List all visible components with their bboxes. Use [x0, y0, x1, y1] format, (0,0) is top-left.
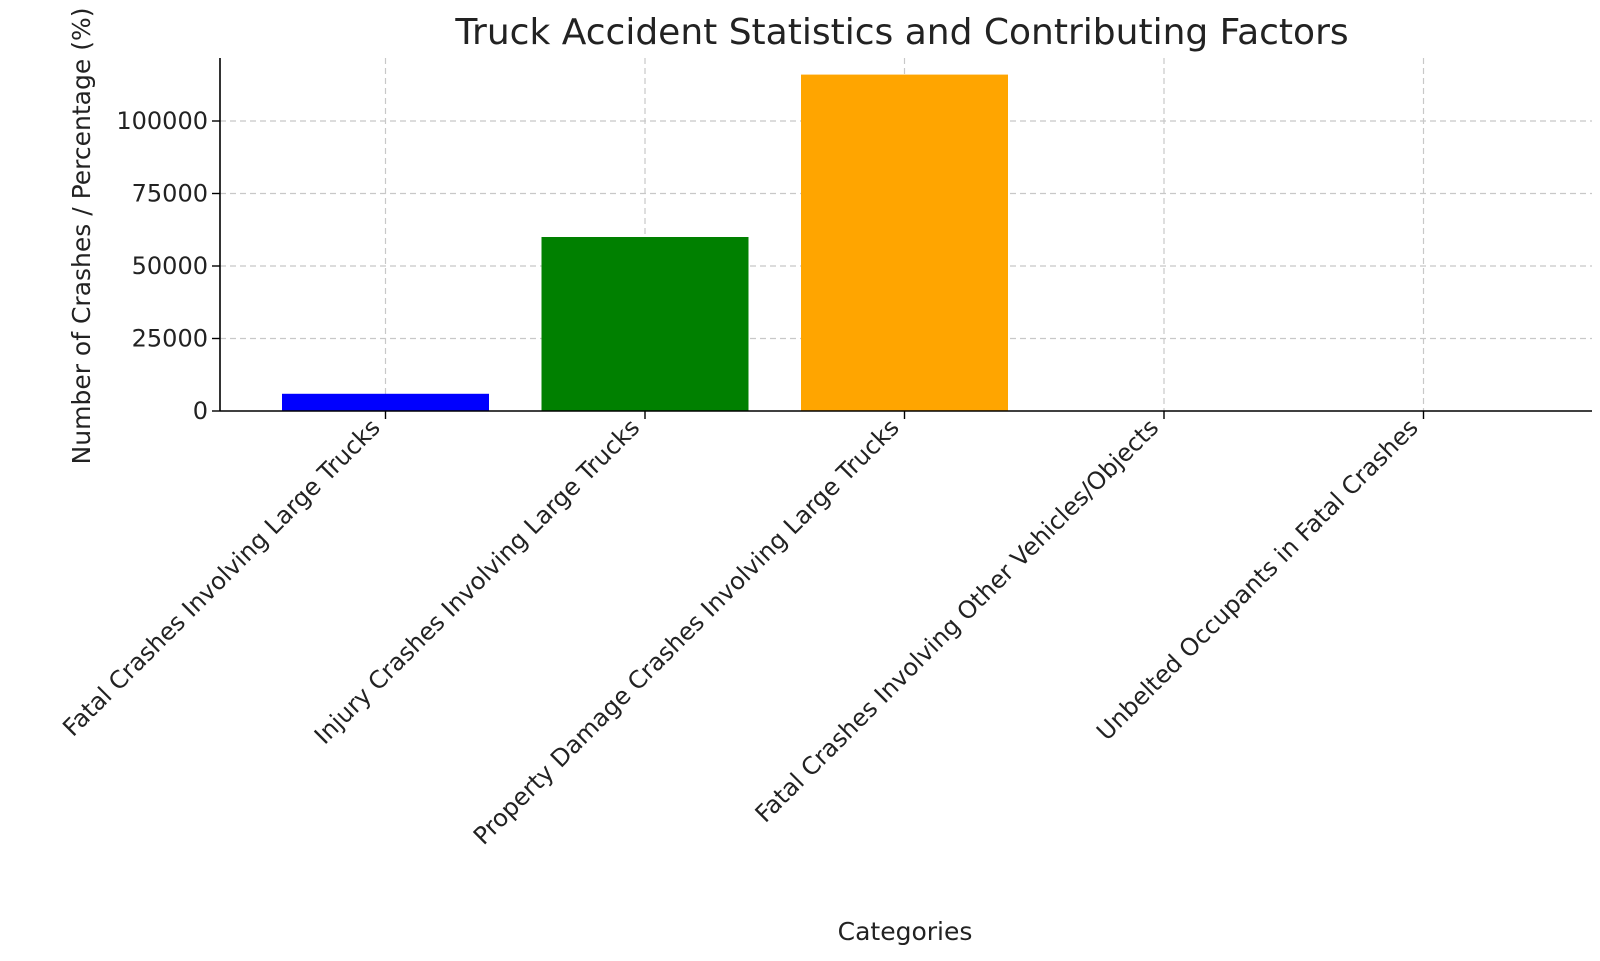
x-tick-label: Unbelted Occupants in Fatal Crashes — [1091, 413, 1423, 745]
y-tick-label: 100000 — [116, 107, 208, 135]
y-tick-label: 0 — [193, 397, 208, 425]
x-tick-label: Fatal Crashes Involving Other Vehicles/O… — [750, 413, 1165, 828]
axes — [219, 58, 1592, 412]
y-tick-label: 75000 — [132, 180, 208, 208]
bar — [541, 237, 749, 411]
bar — [282, 393, 489, 411]
y-ticks: 0 25000 50000 75000 100000 — [116, 107, 220, 425]
y-axis-label: Number of Crashes / Percentage (%) — [67, 8, 96, 465]
x-tick-label: Injury Crashes Involving Large Trucks — [309, 413, 645, 749]
x-ticks: Fatal Crashes Involving Large TrucksInju… — [57, 411, 1425, 850]
bar — [801, 74, 1008, 411]
y-tick-label: 50000 — [132, 252, 208, 280]
chart-title: Truck Accident Statistics and Contributi… — [454, 12, 1348, 53]
x-axis-label: Categories — [838, 917, 973, 946]
x-tick-label: Fatal Crashes Involving Large Trucks — [57, 413, 385, 741]
y-tick-label: 25000 — [132, 325, 208, 353]
x-tick-label: Property Damage Crashes Involving Large … — [468, 413, 905, 850]
bars — [282, 74, 1527, 411]
